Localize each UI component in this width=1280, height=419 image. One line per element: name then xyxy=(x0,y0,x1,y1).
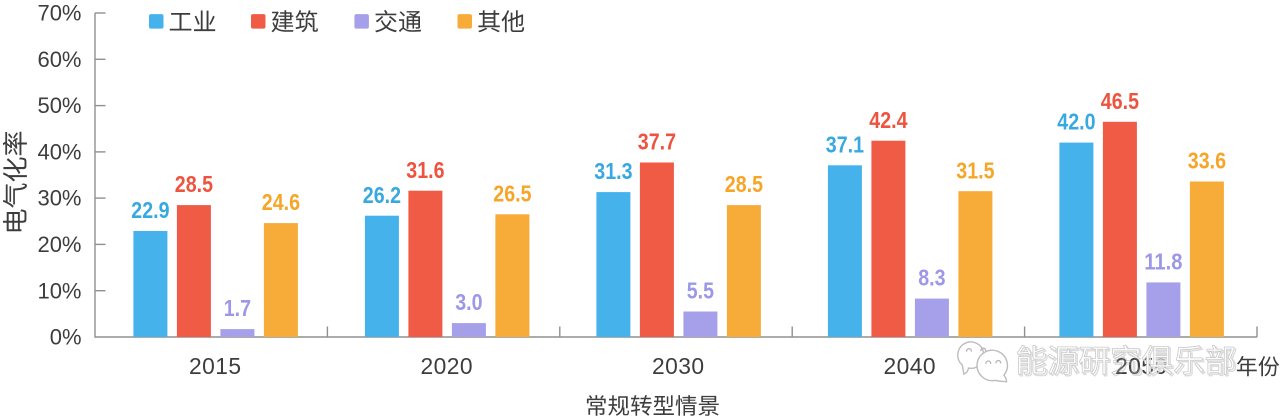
svg-text:46.5: 46.5 xyxy=(1101,88,1139,114)
svg-text:26.2: 26.2 xyxy=(363,182,401,208)
svg-text:2030: 2030 xyxy=(652,353,705,379)
svg-text:10%: 10% xyxy=(37,278,81,303)
svg-text:3.0: 3.0 xyxy=(455,289,482,315)
svg-text:2020: 2020 xyxy=(421,353,474,379)
svg-text:31.6: 31.6 xyxy=(406,157,444,183)
svg-text:28.5: 28.5 xyxy=(175,171,213,197)
svg-text:70%: 70% xyxy=(37,1,81,26)
svg-text:42.4: 42.4 xyxy=(869,107,907,133)
svg-text:26.5: 26.5 xyxy=(493,180,531,206)
svg-text:30%: 30% xyxy=(37,186,81,211)
svg-text:37.7: 37.7 xyxy=(638,129,676,155)
svg-text:42.0: 42.0 xyxy=(1057,109,1095,135)
svg-text:5.5: 5.5 xyxy=(687,278,714,304)
svg-text:24.6: 24.6 xyxy=(262,189,300,215)
svg-text:60%: 60% xyxy=(37,47,81,72)
svg-text:33.6: 33.6 xyxy=(1188,148,1226,174)
svg-text:0%: 0% xyxy=(50,325,82,350)
svg-text:31.5: 31.5 xyxy=(956,157,994,183)
svg-text:2040: 2040 xyxy=(884,353,937,379)
svg-text:40%: 40% xyxy=(37,140,81,165)
svg-text:22.9: 22.9 xyxy=(131,197,169,223)
svg-text:37.1: 37.1 xyxy=(826,131,864,157)
svg-text:31.3: 31.3 xyxy=(594,158,632,184)
svg-text:11.8: 11.8 xyxy=(1144,249,1182,275)
svg-text:20: 20 xyxy=(1115,353,1141,379)
svg-text:20%: 20% xyxy=(37,232,81,257)
svg-text:28.5: 28.5 xyxy=(725,171,763,197)
svg-text:2015: 2015 xyxy=(189,353,242,379)
svg-text:8.3: 8.3 xyxy=(918,265,945,291)
svg-text:50%: 50% xyxy=(37,93,81,118)
svg-text:1.7: 1.7 xyxy=(224,295,251,321)
